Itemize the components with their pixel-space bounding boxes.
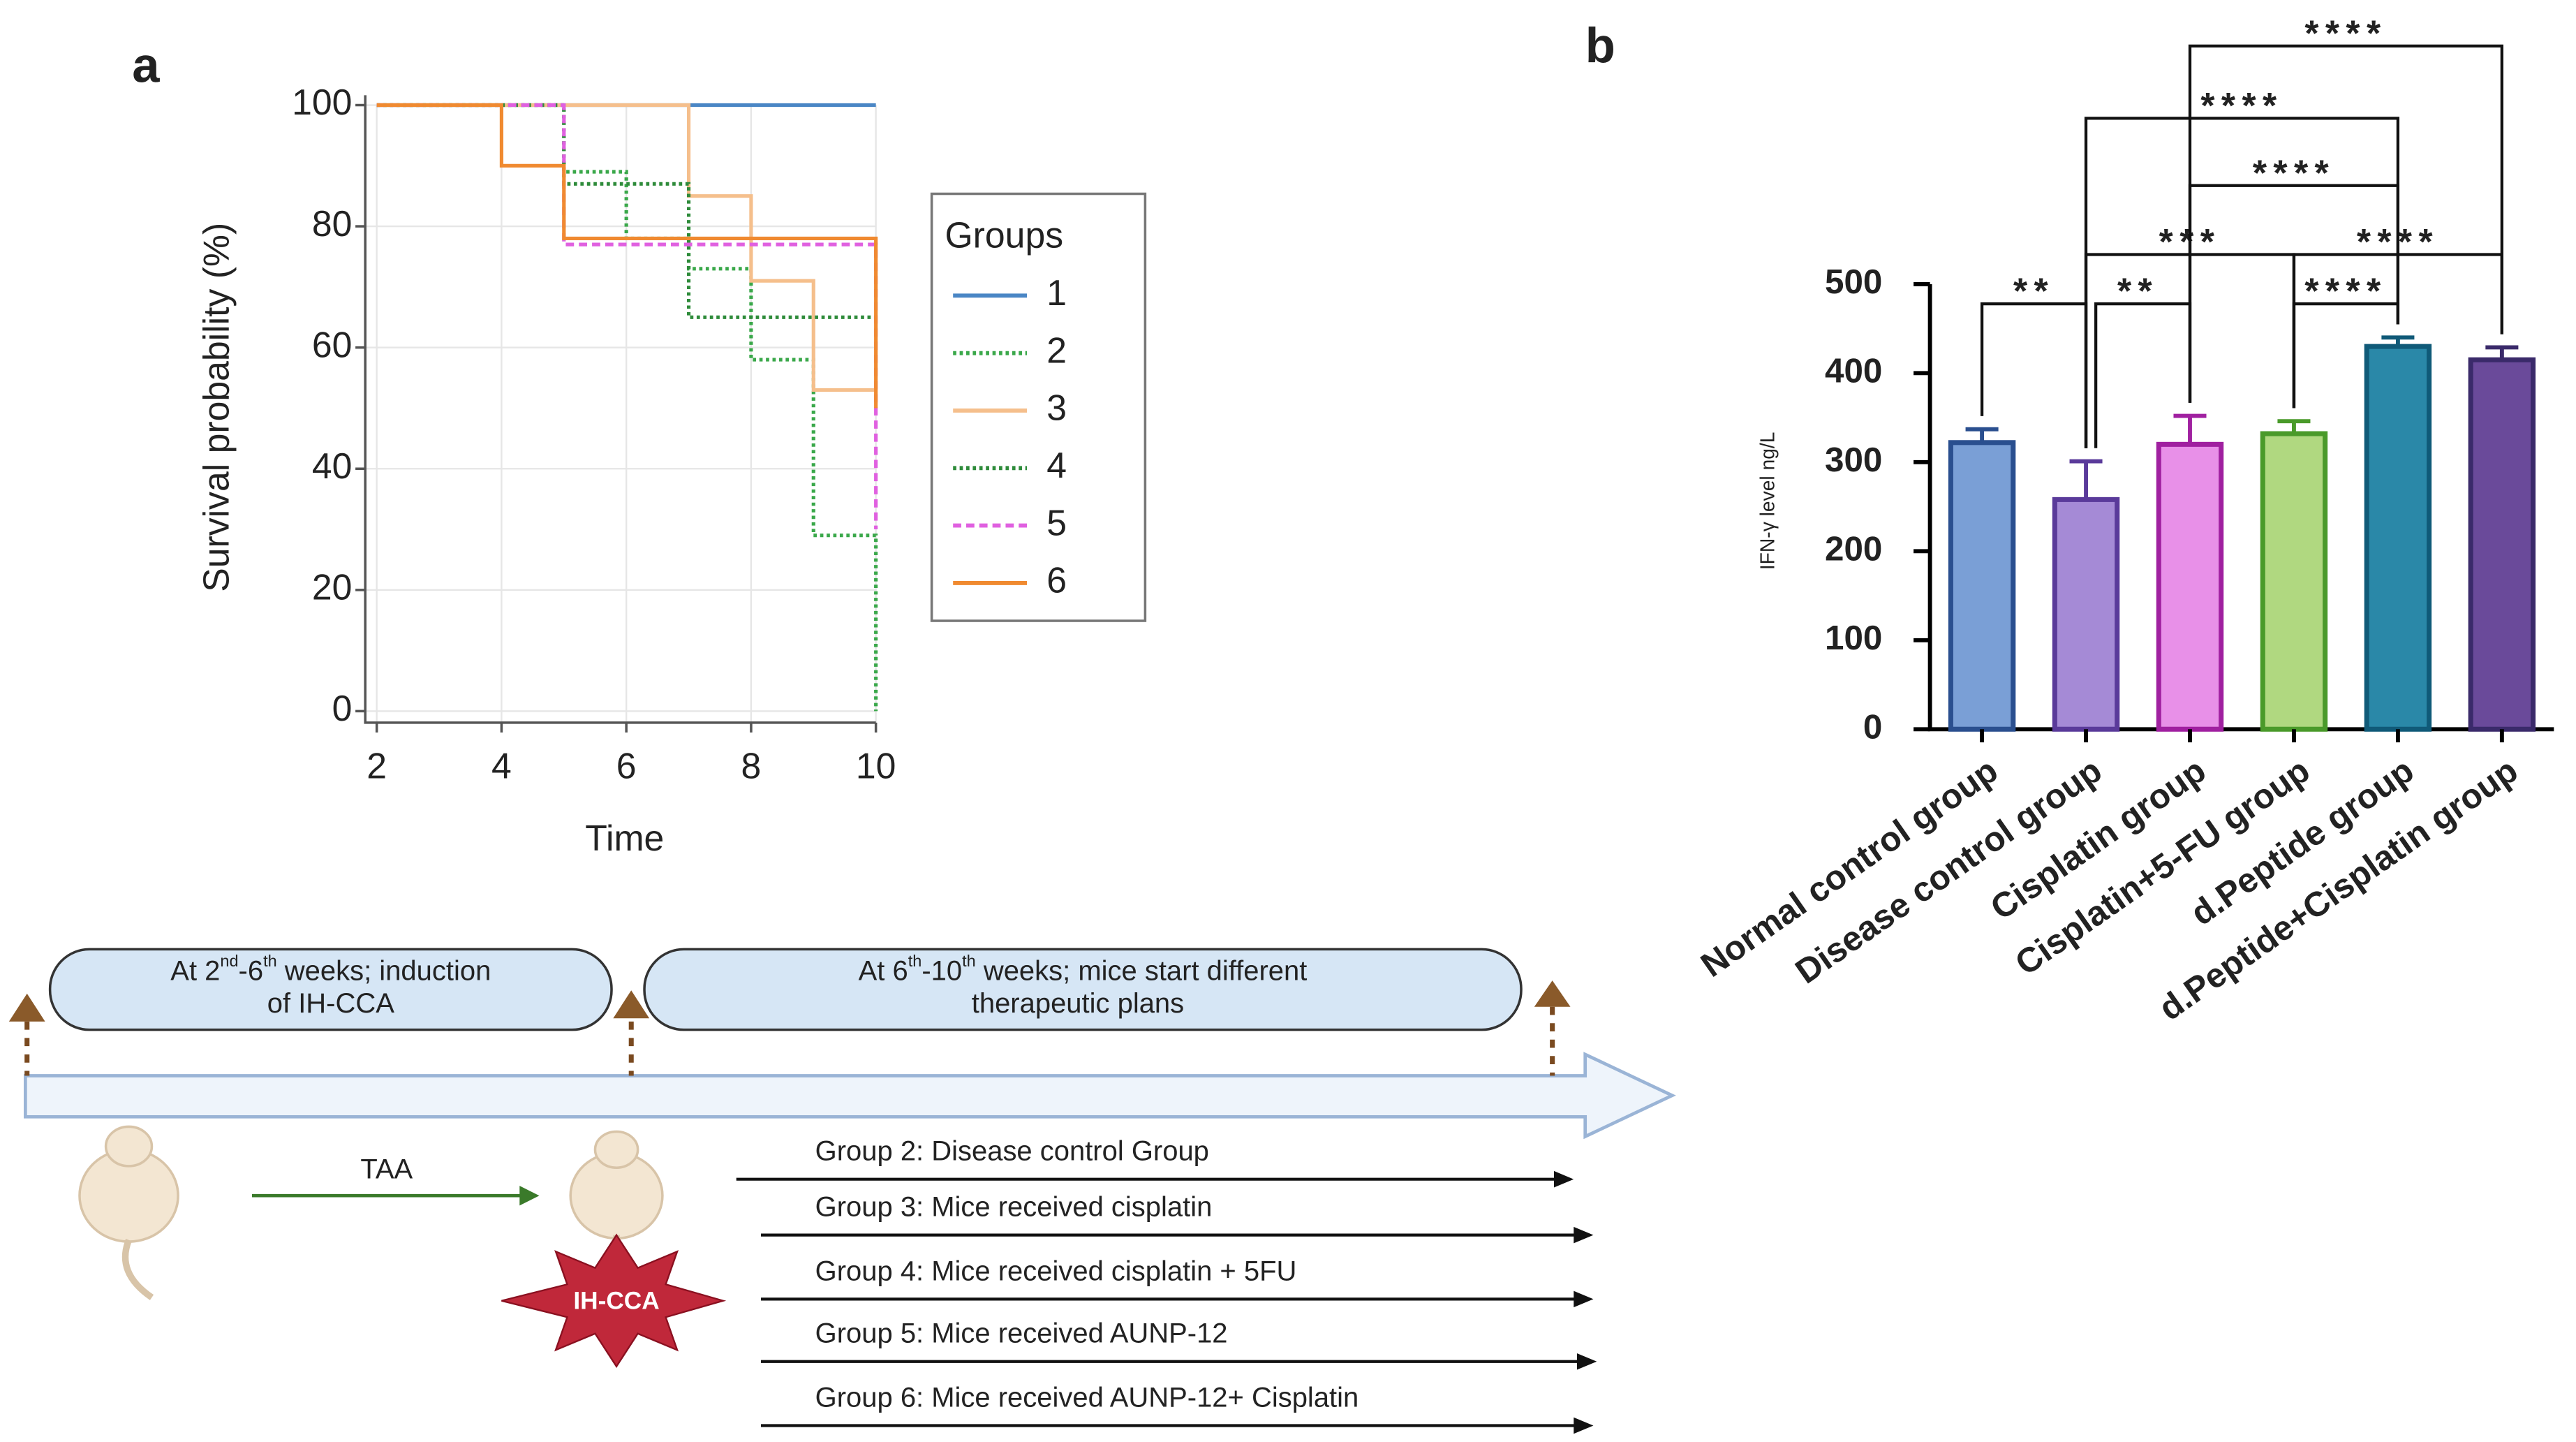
stage-text: At 6th-10th weeks; mice start different bbox=[859, 952, 1308, 985]
significance-label: *** bbox=[2159, 221, 2221, 262]
t: th bbox=[962, 952, 976, 970]
y-tick-label: 0 bbox=[1863, 707, 1882, 746]
survival-line bbox=[376, 103, 878, 409]
significance-label: ** bbox=[2013, 271, 2055, 311]
y-tick-label: 60 bbox=[312, 324, 353, 365]
y-tick-label: 500 bbox=[1825, 263, 1882, 301]
arrow-head bbox=[1576, 1353, 1597, 1370]
x-tick-label: 10 bbox=[856, 745, 896, 786]
arrow-head bbox=[1574, 1417, 1594, 1434]
axis bbox=[364, 95, 876, 724]
stage-box bbox=[48, 948, 613, 1031]
significance-label: **** bbox=[2200, 85, 2283, 126]
stage-box bbox=[643, 948, 1523, 1031]
bar bbox=[1948, 440, 2016, 732]
significance-bracket bbox=[2188, 44, 2503, 403]
group-label: Group 4: Mice received cisplatin + 5FU bbox=[815, 1256, 1297, 1286]
t: At 2 bbox=[170, 955, 220, 986]
bar bbox=[2364, 344, 2432, 732]
t: At 6 bbox=[859, 955, 908, 986]
error-bar bbox=[2173, 413, 2207, 445]
y-tick-label: 40 bbox=[312, 446, 353, 486]
significance-label: **** bbox=[2304, 271, 2387, 311]
significance-label: **** bbox=[2357, 221, 2439, 262]
error-bar bbox=[2381, 335, 2415, 347]
arrow-head bbox=[519, 1186, 540, 1206]
stage-text: of IH-CCA bbox=[267, 988, 394, 1019]
arrow-head bbox=[1554, 1170, 1574, 1188]
y-tick-label: 300 bbox=[1825, 441, 1882, 479]
bar bbox=[2260, 431, 2328, 732]
legend-label: 5 bbox=[1046, 502, 1067, 543]
t: nd bbox=[220, 952, 238, 970]
significance-bracket bbox=[1980, 302, 2088, 448]
x-tick-label: 6 bbox=[616, 745, 637, 786]
tumor-label: IH-CCA bbox=[573, 1287, 659, 1314]
arrow-head bbox=[1574, 1226, 1594, 1244]
legend-title: Groups bbox=[945, 215, 1063, 256]
arrow-head bbox=[1574, 1290, 1594, 1308]
survival-line bbox=[376, 103, 878, 530]
error-bar bbox=[2069, 459, 2103, 500]
group-label: Group 2: Disease control Group bbox=[815, 1136, 1209, 1167]
y-tick-label: 0 bbox=[332, 688, 353, 728]
legend-box bbox=[930, 192, 1147, 622]
marker-heads bbox=[8, 980, 1571, 1022]
stage-text: At 2nd-6th weeks; induction bbox=[170, 952, 491, 985]
tumor bbox=[501, 1233, 727, 1368]
bar bbox=[2468, 357, 2536, 732]
timeline: At 2nd-6th weeks; induction of IH-CCA At… bbox=[8, 948, 1676, 1434]
y-tick-label: 80 bbox=[312, 203, 353, 244]
panel-label: b bbox=[1585, 17, 1615, 73]
legend-label: 3 bbox=[1046, 388, 1067, 428]
legend-label: 1 bbox=[1046, 272, 1067, 313]
t: -6 bbox=[239, 955, 264, 986]
legend-label: 4 bbox=[1046, 445, 1067, 485]
stage-text: therapeutic plans bbox=[972, 988, 1184, 1019]
t: weeks; mice start different bbox=[976, 955, 1308, 986]
significance-label: ** bbox=[2117, 271, 2159, 311]
survival-line bbox=[376, 103, 876, 319]
y-tick-label: 400 bbox=[1825, 351, 1882, 390]
t: weeks; induction bbox=[277, 955, 491, 986]
legend-label: 6 bbox=[1046, 560, 1067, 601]
time-arrow bbox=[24, 1052, 1676, 1140]
t: th bbox=[908, 952, 922, 970]
significance-label: **** bbox=[2304, 13, 2387, 53]
error-bar bbox=[2277, 419, 2311, 434]
y-tick-label: 20 bbox=[312, 566, 353, 607]
group-label: Group 5: Mice received AUNP-12 bbox=[815, 1318, 1228, 1349]
y-tick-label: 200 bbox=[1825, 529, 1882, 568]
y-tick-label: 100 bbox=[1825, 619, 1882, 657]
t: th bbox=[263, 952, 277, 970]
x-tick-label: 2 bbox=[367, 745, 387, 786]
markers bbox=[24, 1006, 1555, 1076]
bar bbox=[2156, 441, 2224, 732]
panel-label: a bbox=[132, 37, 160, 92]
group-list: Group 2: Disease control Group Group 3: M… bbox=[736, 1136, 1597, 1434]
x-tick-label: 8 bbox=[741, 745, 762, 786]
x-axis-label: Time bbox=[585, 818, 664, 858]
legend-label: 2 bbox=[1046, 330, 1067, 370]
bar bbox=[2052, 496, 2120, 732]
significance-bracket bbox=[2084, 117, 2400, 448]
x-tick-label: 4 bbox=[491, 745, 512, 786]
group-label: Group 6: Mice received AUNP-12+ Cisplati… bbox=[815, 1382, 1359, 1413]
agent-label: TAA bbox=[360, 1154, 413, 1184]
error-bar bbox=[2485, 345, 2519, 360]
y-tick-label: 100 bbox=[292, 82, 352, 122]
y-axis-label: IFN-γ level ng/L bbox=[1756, 432, 1779, 571]
significance-label: **** bbox=[2253, 152, 2335, 193]
significance-bracket bbox=[2094, 302, 2192, 448]
y-axis-label: Survival probability (%) bbox=[196, 223, 237, 592]
error-bar bbox=[1965, 427, 1999, 443]
group-label: Group 3: Mice received cisplatin bbox=[815, 1192, 1213, 1223]
t: -10 bbox=[921, 955, 962, 986]
axis bbox=[1927, 284, 2554, 732]
